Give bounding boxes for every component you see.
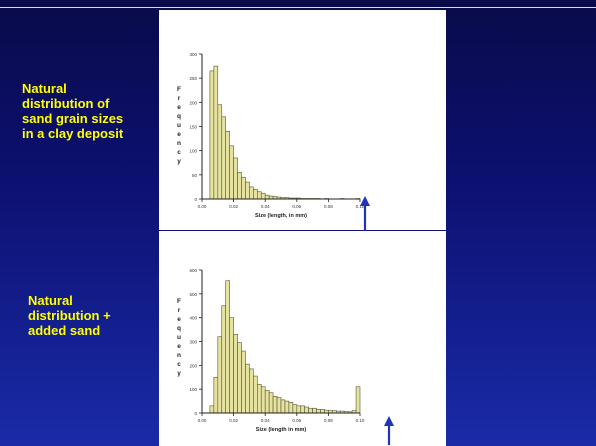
top-divider-line bbox=[0, 7, 596, 8]
histogram-bar bbox=[260, 192, 266, 200]
x-tick-label: 0.06 bbox=[292, 418, 301, 423]
x-tick-label: 0.08 bbox=[324, 418, 333, 423]
y-tick-label: 100 bbox=[189, 387, 197, 392]
histogram-bar bbox=[296, 405, 302, 414]
histogram-bar bbox=[264, 390, 270, 414]
x-axis-label: Size (length, in mm) bbox=[255, 213, 307, 219]
histogram-bar bbox=[312, 407, 317, 414]
x-tick-label: 0.04 bbox=[261, 418, 270, 423]
x-tick-label: 0.02 bbox=[229, 418, 238, 423]
histogram-bar bbox=[304, 406, 309, 414]
histogram-bar bbox=[300, 405, 305, 414]
histogram-bar bbox=[241, 176, 246, 200]
histogram-bar bbox=[355, 386, 361, 414]
histogram-bar bbox=[272, 396, 278, 414]
histogram-bar bbox=[245, 181, 250, 200]
histogram-bar bbox=[229, 317, 234, 414]
histogram-bar bbox=[288, 401, 294, 414]
histogram-bar bbox=[209, 70, 215, 200]
x-tick-label: 0.04 bbox=[261, 204, 270, 209]
y-tick-label: 250 bbox=[189, 76, 197, 81]
histogram-bar bbox=[225, 131, 230, 200]
histogram-bar bbox=[260, 386, 266, 414]
caption-natural-plus-added-sand: Natural distribution + added sand bbox=[28, 293, 111, 338]
histogram-bar bbox=[284, 400, 290, 414]
histogram-bar bbox=[221, 305, 227, 414]
histogram-panel-natural: 0 50 100 150 200 250 300 0.00 0.02 0.04 0.06 0.08 0.… bbox=[159, 10, 446, 230]
histogram-bar bbox=[249, 186, 254, 200]
histogram-added-sand-chart: 0 100 200 300 400 500 600 0.00 0.02 0.04 0.06 0.08 0… bbox=[177, 268, 365, 433]
y-tick-label: 500 bbox=[189, 292, 197, 297]
arrow-icon-upper bbox=[360, 196, 370, 231]
histogram-bar bbox=[229, 145, 234, 200]
histogram-bar bbox=[237, 342, 242, 414]
histogram-bar bbox=[320, 409, 325, 414]
histogram-bar bbox=[233, 334, 238, 414]
caption-natural-distribution: Natural distribution of sand grain sizes… bbox=[22, 81, 124, 141]
histogram-bar bbox=[237, 172, 242, 200]
histogram-bar bbox=[253, 189, 258, 200]
y-tick-label: 0 bbox=[194, 411, 197, 416]
x-tick-label: 0.00 bbox=[198, 204, 207, 209]
histogram-bar bbox=[308, 407, 313, 414]
y-tick-label: 300 bbox=[189, 340, 197, 345]
histogram-bar bbox=[221, 116, 227, 200]
x-tick-label: 0.00 bbox=[198, 418, 207, 423]
histogram-bar bbox=[316, 409, 321, 414]
histogram-bar bbox=[280, 399, 286, 414]
histogram-bar bbox=[253, 375, 258, 414]
histogram-bar bbox=[257, 384, 262, 414]
x-tick-label: 0.10 bbox=[356, 418, 365, 423]
y-tick-label: 400 bbox=[189, 316, 197, 321]
y-tick-label: 200 bbox=[189, 363, 197, 368]
histogram-bar bbox=[225, 280, 230, 414]
y-tick-label: 0 bbox=[194, 197, 197, 202]
x-tick-label: 0.02 bbox=[229, 204, 238, 209]
y-tick-label: 150 bbox=[189, 125, 197, 130]
y-tick-label: 100 bbox=[189, 149, 197, 154]
histogram-bar bbox=[292, 404, 298, 414]
y-tick-label: 300 bbox=[189, 52, 197, 57]
histogram-bar bbox=[249, 368, 254, 414]
histogram-panel-added-sand: 0 100 200 300 400 500 600 0.00 0.02 0.04 0.06 0.08 0… bbox=[159, 231, 446, 446]
histogram-bar bbox=[241, 350, 246, 414]
x-tick-label: 0.06 bbox=[292, 204, 301, 209]
y-tick-label: 50 bbox=[192, 173, 198, 178]
x-tick-label: 0.08 bbox=[324, 204, 333, 209]
histogram-bar bbox=[217, 336, 223, 414]
y-tick-label: 600 bbox=[189, 268, 197, 273]
histogram-bar bbox=[217, 104, 223, 200]
arrow-icon-lower bbox=[384, 416, 394, 445]
histogram-bar bbox=[245, 363, 250, 414]
histogram-bar bbox=[209, 405, 215, 414]
histogram-bar bbox=[233, 157, 238, 200]
histogram-natural-chart: 0 50 100 150 200 250 300 0.00 0.02 0.04 0.06 0.08 0.… bbox=[177, 52, 365, 219]
histogram-bar bbox=[264, 194, 270, 200]
histogram-bar bbox=[257, 191, 262, 200]
histogram-bar bbox=[213, 65, 219, 200]
histogram-bar bbox=[276, 397, 282, 414]
histogram-bar bbox=[213, 376, 219, 414]
x-tick-label: 0.10 bbox=[356, 204, 365, 209]
histogram-bar bbox=[268, 392, 274, 414]
y-tick-label: 200 bbox=[189, 100, 197, 105]
x-axis-label: Size (length in mm) bbox=[256, 427, 307, 433]
